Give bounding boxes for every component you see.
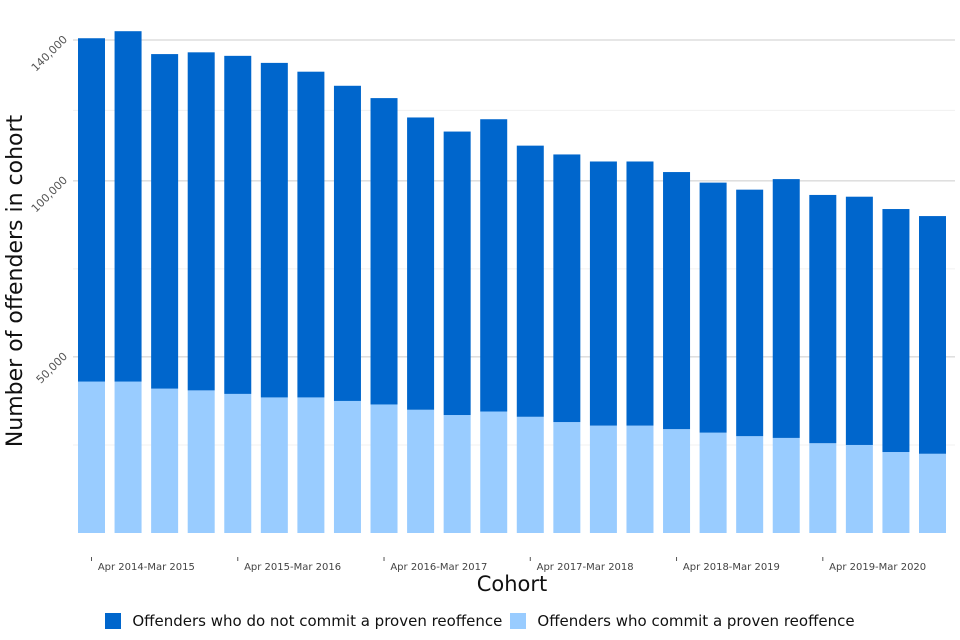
y-tick-label: 140,000 [29, 33, 70, 74]
bar-no-reoffence [151, 54, 179, 389]
bar-no-reoffence [845, 196, 873, 445]
bar-no-reoffence [699, 182, 727, 433]
bar-no-reoffence [480, 119, 508, 412]
bar-no-reoffence [224, 55, 252, 394]
bar-reoffence [114, 381, 142, 533]
bar-reoffence [187, 390, 215, 533]
legend-swatch-reoffence [510, 613, 527, 629]
bar-reoffence [809, 443, 837, 533]
bar-no-reoffence [772, 179, 800, 438]
legend-label-reoffence: Offenders who commit a proven reoffence [537, 612, 855, 630]
bar-reoffence [516, 416, 544, 533]
bars [78, 31, 946, 533]
legend-swatch-no-reoffence [105, 613, 122, 629]
bar-reoffence [78, 381, 105, 533]
bar-reoffence [297, 397, 325, 533]
bar-reoffence [151, 388, 179, 533]
bar-reoffence [919, 453, 946, 533]
x-tick-label: Apr 2019-Mar 2020 [829, 562, 926, 573]
bar-no-reoffence [553, 154, 581, 423]
legend-label-no-reoffence: Offenders who do not commit a proven reo… [132, 612, 503, 630]
y-axis: 50,000 100,000 140,000 [29, 33, 70, 386]
bar-no-reoffence [333, 85, 361, 401]
bar-reoffence [553, 422, 581, 533]
bar-reoffence [626, 425, 654, 533]
y-tick-label: 100,000 [29, 174, 70, 215]
bar-reoffence [480, 411, 508, 533]
bar-no-reoffence [919, 216, 946, 454]
bar-reoffence [882, 452, 910, 533]
bar-reoffence [845, 444, 873, 533]
bar-reoffence [736, 436, 764, 533]
x-axis: Apr 2014-Mar 2015 Apr 2015-Mar 2016 Apr 20… [91, 557, 926, 573]
bar-reoffence [224, 393, 252, 533]
x-axis-title: Cohort [477, 572, 548, 596]
bar-reoffence [370, 404, 398, 533]
bar-no-reoffence [187, 52, 215, 391]
y-tick-label: 50,000 [34, 350, 70, 386]
bar-reoffence [407, 409, 435, 533]
bar-no-reoffence [297, 71, 325, 398]
bar-no-reoffence [626, 161, 654, 426]
gridlines [73, 39, 955, 446]
bar-no-reoffence [736, 189, 764, 437]
bar-reoffence [443, 415, 471, 533]
legend-item-no-reoffence: Offenders who do not commit a proven reo… [105, 612, 502, 630]
x-tick-label: Apr 2014-Mar 2015 [98, 562, 195, 573]
x-tick-label: Apr 2015-Mar 2016 [244, 562, 341, 573]
bar-no-reoffence [114, 31, 142, 382]
bar-no-reoffence [443, 131, 471, 416]
legend: Offenders who do not commit a proven reo… [0, 606, 960, 636]
bar-reoffence [663, 429, 691, 533]
bar-reoffence [260, 397, 288, 533]
x-tick-label: Apr 2018-Mar 2019 [683, 562, 780, 573]
x-tick-label: Apr 2017-Mar 2018 [537, 562, 634, 573]
x-tick-label: Apr 2016-Mar 2017 [390, 562, 487, 573]
bar-reoffence [772, 437, 800, 533]
bar-reoffence [589, 425, 617, 533]
bar-no-reoffence [370, 98, 398, 405]
y-axis-title: Number of offenders in cohort [3, 114, 28, 447]
bar-reoffence [699, 432, 727, 533]
bar-no-reoffence [516, 145, 544, 417]
bar-reoffence [333, 400, 361, 533]
bar-no-reoffence [260, 62, 288, 398]
bar-no-reoffence [809, 194, 837, 444]
bar-no-reoffence [882, 209, 910, 453]
bar-no-reoffence [589, 161, 617, 426]
bar-no-reoffence [663, 172, 691, 430]
legend-item-reoffence: Offenders who commit a proven reoffence [510, 612, 855, 630]
bar-no-reoffence [78, 38, 105, 382]
bar-no-reoffence [407, 117, 435, 410]
